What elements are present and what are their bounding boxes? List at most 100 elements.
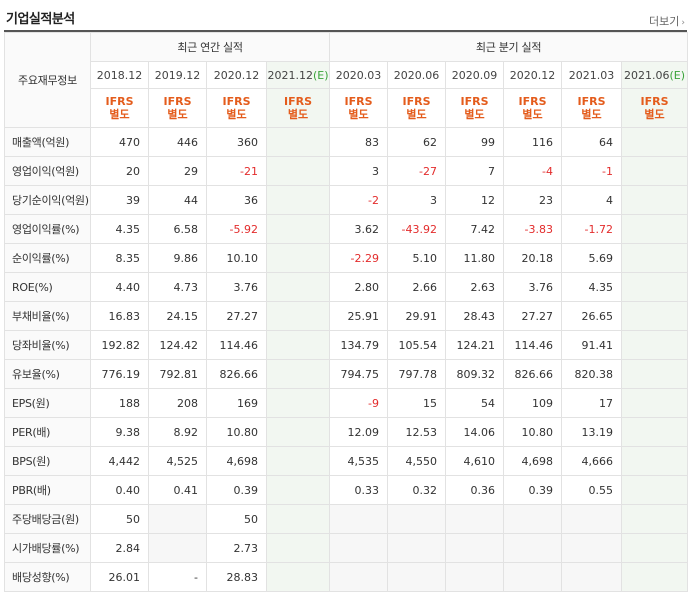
value-cell: 13.19 xyxy=(561,417,623,447)
value-cell: 4,525 xyxy=(148,446,207,476)
value-cell: 109 xyxy=(503,388,563,418)
value-cell xyxy=(621,127,689,157)
value-cell: 2.66 xyxy=(387,272,447,302)
period-header-quarterly: 2020.03 xyxy=(329,61,389,89)
period-header-annual: 2021.12(E) xyxy=(265,61,331,89)
value-cell: 28.83 xyxy=(206,562,267,592)
value-cell: 0.39 xyxy=(503,475,563,505)
period-label: 2021.06 xyxy=(624,68,670,82)
value-cell: -1.72 xyxy=(561,214,623,244)
value-cell: 124.42 xyxy=(148,330,207,360)
value-cell: -1 xyxy=(561,156,623,186)
value-cell xyxy=(621,330,689,360)
value-cell: 8.92 xyxy=(148,417,207,447)
value-cell: 28.43 xyxy=(445,301,505,331)
value-cell: 29.91 xyxy=(387,301,447,331)
value-cell xyxy=(621,562,689,592)
value-cell: 24.15 xyxy=(148,301,207,331)
separate-label: 별도 xyxy=(406,108,427,121)
value-cell: 36 xyxy=(206,185,267,215)
value-cell xyxy=(265,127,331,157)
ifrs-standard-cell: IFRS 별도 xyxy=(503,88,563,128)
table-row: 당기순이익(억원) 39 44 36 -2 3 12 23 4 xyxy=(4,185,689,215)
table-row: 유보율(%) 776.19 792.81 826.66 794.75 797.78 809.… xyxy=(4,359,689,389)
ifrs-label: IFRS xyxy=(640,95,669,108)
separate-label: 별도 xyxy=(581,108,602,121)
value-cell: 2.63 xyxy=(445,272,505,302)
row-label: 순이익률(%) xyxy=(4,243,91,273)
ifrs-label: IFRS xyxy=(222,95,251,108)
value-cell: - xyxy=(148,562,207,592)
value-cell: 4,698 xyxy=(206,446,267,476)
ifrs-label: IFRS xyxy=(518,95,547,108)
value-cell: 4,442 xyxy=(90,446,149,476)
value-cell xyxy=(265,330,331,360)
value-cell: 10.80 xyxy=(206,417,267,447)
value-cell: 5.69 xyxy=(561,243,623,273)
table-row: EPS(원) 188 208 169 -9 15 54 109 17 xyxy=(4,388,689,418)
value-cell: 0.36 xyxy=(445,475,505,505)
value-cell xyxy=(621,359,689,389)
period-header-annual: 2018.12 xyxy=(90,61,149,89)
table-row: 매출액(억원) 470 446 360 83 62 99 116 64 xyxy=(4,127,689,157)
ifrs-standard-cell: IFRS 별도 xyxy=(329,88,389,128)
ifrs-label: IFRS xyxy=(344,95,373,108)
value-cell: 50 xyxy=(90,504,149,534)
value-cell: 360 xyxy=(206,127,267,157)
more-link[interactable]: 더보기 › xyxy=(649,13,685,29)
value-cell xyxy=(265,475,331,505)
value-cell: 83 xyxy=(329,127,389,157)
value-cell xyxy=(561,533,623,563)
row-label: 당좌비율(%) xyxy=(4,330,91,360)
period-label: 2021.12 xyxy=(267,68,313,82)
value-cell xyxy=(445,504,505,534)
value-cell xyxy=(265,214,331,244)
value-cell: 4.35 xyxy=(90,214,149,244)
value-cell xyxy=(503,562,563,592)
value-cell: 826.66 xyxy=(206,359,267,389)
ifrs-standard-cell: IFRS 별도 xyxy=(445,88,505,128)
value-cell: -21 xyxy=(206,156,267,186)
table-row: 주당배당금(원) 50 50 xyxy=(4,504,689,534)
value-cell xyxy=(621,533,689,563)
table-row: 영업이익률(%) 4.35 6.58 -5.92 3.62 -43.92 7.42 -3.83… xyxy=(4,214,689,244)
value-cell xyxy=(621,475,689,505)
value-cell: 10.80 xyxy=(503,417,563,447)
value-cell: 820.38 xyxy=(561,359,623,389)
value-cell: -2.29 xyxy=(329,243,389,273)
period-header-quarterly: 2020.12 xyxy=(503,61,563,89)
value-cell xyxy=(503,533,563,563)
value-cell: -27 xyxy=(387,156,447,186)
value-cell: 15 xyxy=(387,388,447,418)
value-cell: 26.65 xyxy=(561,301,623,331)
value-cell: 2.84 xyxy=(90,533,149,563)
value-cell: 11.80 xyxy=(445,243,505,273)
value-cell: 5.10 xyxy=(387,243,447,273)
period-label: 2020.09 xyxy=(451,68,498,82)
value-cell xyxy=(265,243,331,273)
value-cell: 91.41 xyxy=(561,330,623,360)
value-cell: 12.53 xyxy=(387,417,447,447)
separate-label: 별도 xyxy=(348,108,369,121)
value-cell: 2.73 xyxy=(206,533,267,563)
value-cell: 4,698 xyxy=(503,446,563,476)
value-cell: 7.42 xyxy=(445,214,505,244)
table-row: BPS(원) 4,442 4,525 4,698 4,535 4,550 4,610 4,69… xyxy=(4,446,689,476)
period-header-annual: 2020.12 xyxy=(206,61,267,89)
value-cell xyxy=(148,504,207,534)
value-cell xyxy=(503,504,563,534)
value-cell: 797.78 xyxy=(387,359,447,389)
table-row: 시가배당률(%) 2.84 2.73 xyxy=(4,533,689,563)
value-cell xyxy=(621,243,689,273)
value-cell xyxy=(329,562,389,592)
value-cell: 114.46 xyxy=(503,330,563,360)
value-cell: 29 xyxy=(148,156,207,186)
value-cell xyxy=(561,504,623,534)
table-row: 부채비율(%) 16.83 24.15 27.27 25.91 29.91 28.43 27.… xyxy=(4,301,689,331)
value-cell: 4.35 xyxy=(561,272,623,302)
value-cell: 9.38 xyxy=(90,417,149,447)
value-cell xyxy=(265,533,331,563)
value-cell: 4 xyxy=(561,185,623,215)
corner-label: 주요재무정보 xyxy=(4,32,91,128)
value-cell: 826.66 xyxy=(503,359,563,389)
